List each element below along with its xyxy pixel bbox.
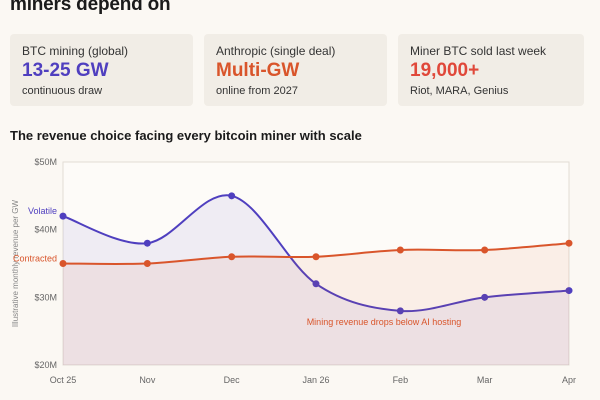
data-point <box>481 293 489 301</box>
data-point <box>396 246 404 254</box>
data-point <box>312 253 320 261</box>
stat-sub: continuous draw <box>22 84 103 97</box>
y-tick-label: $30M <box>34 292 57 302</box>
stat-value: Multi-GW <box>216 60 300 81</box>
stat-label: Miner BTC sold last week <box>410 44 547 58</box>
x-tick-label: Feb <box>393 375 409 385</box>
data-point <box>565 287 573 295</box>
data-point <box>228 253 236 261</box>
stat-sub: Riot, MARA, Genius <box>410 84 509 97</box>
data-point <box>312 280 320 288</box>
data-point <box>228 192 236 200</box>
series-area-contracted <box>63 243 569 365</box>
chart-annotation: Mining revenue drops below AI hosting <box>307 317 462 327</box>
x-tick-label: Mar <box>477 375 493 385</box>
stat-label: Anthropic (single deal) <box>216 44 336 58</box>
series-label-volatile: Volatile <box>28 206 57 216</box>
y-tick-label: $20M <box>34 360 57 370</box>
data-point <box>143 239 151 247</box>
stat-card-anthropic: Anthropic (single deal) Multi-GW online … <box>204 34 387 106</box>
x-tick-label: Nov <box>139 375 156 385</box>
data-point <box>143 260 151 267</box>
y-tick-label: $50M <box>34 157 57 167</box>
data-point <box>396 307 404 315</box>
stat-value: 13-25 GW <box>22 60 109 81</box>
stat-card-miner-btc-sold: Miner BTC sold last week 19,000+ Riot, M… <box>398 34 584 106</box>
data-point <box>59 212 67 220</box>
page-headline: miners depend on <box>10 0 171 15</box>
stat-card-btc-mining: BTC mining (global) 13-25 GW continuous … <box>10 34 193 106</box>
stat-value: 19,000+ <box>410 60 480 81</box>
y-tick-label: $40M <box>34 225 57 235</box>
series-label-contracted: Contracted <box>13 254 57 264</box>
y-axis-label: Illustrative monthly revenue per GW <box>11 199 20 327</box>
x-tick-label: Dec <box>224 375 241 385</box>
x-tick-label: Apr <box>562 375 576 385</box>
data-point <box>481 246 489 254</box>
chart-title: The revenue choice facing every bitcoin … <box>10 128 362 143</box>
stat-sub: online from 2027 <box>216 84 298 97</box>
x-tick-label: Oct 25 <box>50 375 77 385</box>
series-area-volatile <box>63 195 569 365</box>
x-tick-label: Jan 26 <box>302 375 329 385</box>
stat-label: BTC mining (global) <box>22 44 129 58</box>
data-point <box>59 260 67 267</box>
data-point <box>565 239 573 247</box>
